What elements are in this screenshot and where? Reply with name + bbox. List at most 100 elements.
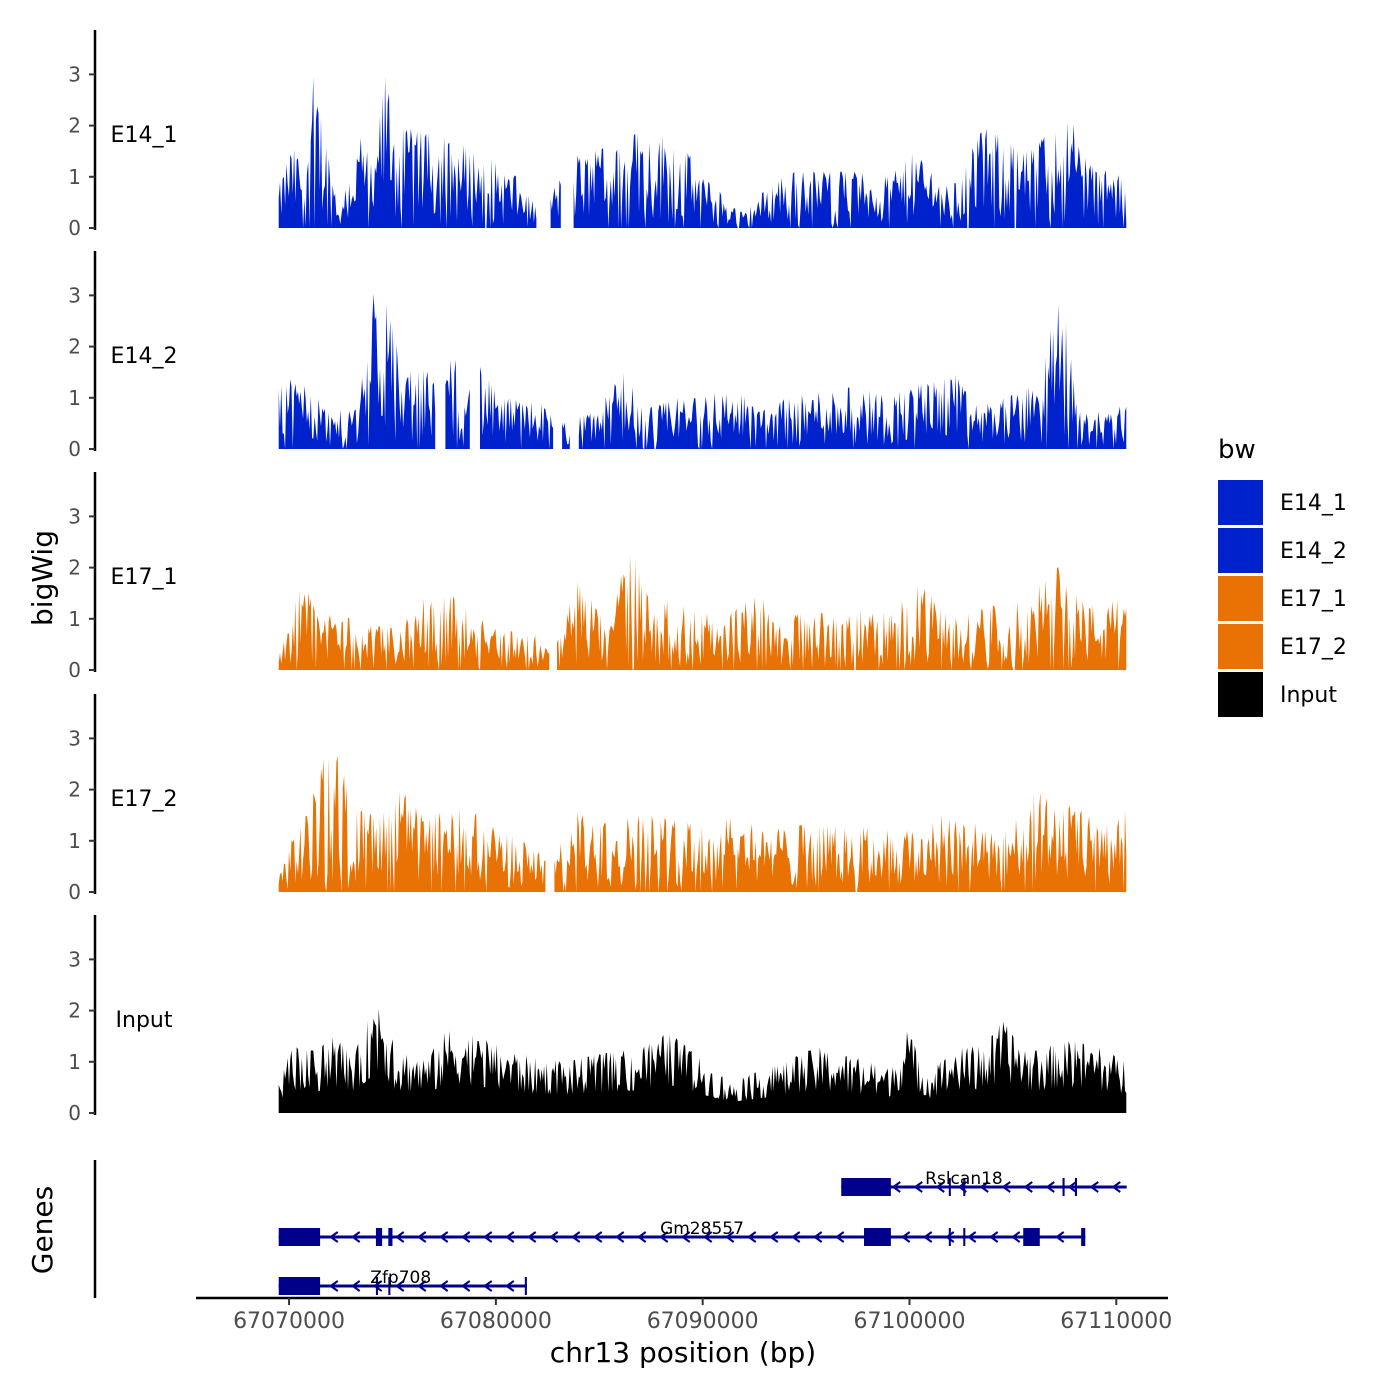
coverage-area-E14_2 [578, 304, 1127, 449]
gene-Gm28557: Gm28557 [278, 1219, 1086, 1246]
strand-chevron [813, 1231, 823, 1243]
legend-label: E14_2 [1280, 539, 1347, 564]
legend-entry-E14_1: E14_1 [1218, 480, 1347, 525]
coverage-area-E17_2 [554, 792, 1127, 892]
strand-chevron [395, 1280, 405, 1292]
strand-chevron [351, 1231, 361, 1243]
exon-block [863, 1228, 891, 1246]
strand-chevron [351, 1280, 361, 1292]
strand-chevron [483, 1231, 493, 1243]
legend-label: Input [1280, 683, 1337, 708]
track-label-Input: Input [116, 1008, 173, 1033]
y-tick-label: 3 [68, 504, 81, 528]
coverage-area-E14_1 [278, 76, 537, 228]
exon-block [375, 1277, 378, 1295]
y-tick-label: 0 [68, 658, 81, 682]
exon-block [963, 1178, 966, 1196]
strand-chevron [373, 1280, 383, 1292]
y-tick-label: 1 [68, 386, 81, 410]
coverage-tracks: 0 1 2 3 E14_1 0 1 2 3 E14_2 0 1 2 3 E17_1 0 1 2 3 E17_2 0 1 2 3… [68, 30, 1127, 1125]
strand-chevron [1010, 1231, 1021, 1243]
strand-chevron [483, 1280, 493, 1292]
strand-chevron [505, 1231, 515, 1243]
strand-chevron [329, 1231, 339, 1243]
strand-chevron [571, 1231, 581, 1243]
strand-chevron [769, 1231, 779, 1243]
strand-chevron [1089, 1181, 1099, 1193]
x-tick-label: 67090000 [647, 1309, 759, 1334]
x-tick-label: 67100000 [853, 1309, 965, 1334]
y-tick-label: 2 [68, 999, 81, 1023]
strand-chevron [979, 1181, 989, 1193]
track-label-E17_2: E17_2 [111, 787, 178, 812]
exon-block [948, 1228, 951, 1246]
y-tick-label: 1 [68, 829, 81, 853]
track-E17_2: 0 1 2 3 E17_2 [68, 694, 1127, 904]
coverage-area-E17_1 [557, 554, 1127, 670]
track-label-E14_1: E14_1 [111, 123, 178, 148]
strand-chevron [725, 1231, 735, 1243]
coverage-area-E14_2 [445, 359, 470, 449]
legend-title: bw [1218, 435, 1256, 465]
y-tick-label: 3 [68, 283, 81, 307]
strand-chevron [615, 1231, 625, 1243]
y-tick-label: 3 [68, 947, 81, 971]
strand-chevron [549, 1231, 559, 1243]
strand-chevron [1045, 1181, 1055, 1193]
legend-label: E17_2 [1280, 635, 1347, 660]
x-tick-label: 67080000 [440, 1309, 552, 1334]
exon-block [388, 1228, 393, 1246]
y-tick-label: 1 [68, 165, 81, 189]
strand-chevron [417, 1280, 427, 1292]
exon-block [948, 1178, 951, 1196]
coverage-area-E14_1 [573, 122, 1127, 228]
exon-block [375, 1228, 383, 1246]
y-tick-label: 3 [68, 62, 81, 86]
x-tick-label: 67070000 [233, 1309, 345, 1334]
coverage-area-E14_2 [278, 294, 436, 449]
y-axis-title: bigWig [26, 530, 59, 626]
y-tick-label: 3 [68, 726, 81, 750]
gene-Zfp708: Zfp708 [278, 1268, 527, 1295]
strand-chevron [747, 1231, 757, 1243]
y-tick-label: 0 [68, 880, 81, 904]
gene-label-Gm28557: Gm28557 [660, 1219, 744, 1239]
legend-entry-E14_2: E14_2 [1218, 528, 1347, 573]
strand-chevron [791, 1231, 801, 1243]
strand-chevron [461, 1280, 471, 1292]
legend-swatch [1218, 624, 1263, 669]
legend-swatch [1218, 480, 1263, 525]
y-tick-label: 2 [68, 778, 81, 802]
gene-Rslcan18: Rslcan18 [841, 1169, 1127, 1196]
legend-label: E17_1 [1280, 587, 1347, 612]
strand-chevron [989, 1231, 999, 1243]
strand-chevron [461, 1231, 471, 1243]
strand-chevron [891, 1181, 901, 1193]
legend-swatch [1218, 672, 1263, 717]
strand-chevron [1067, 1181, 1077, 1193]
legend-label: E14_1 [1280, 491, 1347, 516]
coverage-area-Input [278, 1008, 1127, 1113]
x-axis: 67070000 67080000 67090000 67100000 67110000 [196, 1296, 1172, 1334]
strand-chevron [395, 1231, 405, 1243]
strand-chevron [945, 1231, 955, 1243]
legend-swatch [1218, 576, 1263, 621]
strand-chevron [329, 1280, 339, 1292]
exon-block [278, 1277, 321, 1295]
legend: bw E14_1 E14_2 E17_1 E17_2 Input [1218, 435, 1347, 717]
strand-chevron [439, 1231, 449, 1243]
legend-entry-Input: Input [1218, 672, 1337, 717]
track-label-E14_2: E14_2 [111, 344, 178, 369]
y-tick-label: 1 [68, 607, 81, 631]
strand-chevron [1001, 1181, 1011, 1193]
y-tick-label: 0 [68, 437, 81, 461]
strand-chevron [1111, 1181, 1121, 1193]
y-tick-label: 0 [68, 216, 81, 240]
track-E14_1: 0 1 2 3 E14_1 [68, 30, 1127, 240]
strand-chevron [505, 1280, 515, 1292]
strand-chevron [659, 1231, 669, 1243]
strand-chevron [439, 1280, 449, 1292]
y-tick-label: 2 [68, 114, 81, 138]
exon-block [278, 1228, 321, 1246]
x-axis-title: chr13 position (bp) [550, 1336, 816, 1369]
